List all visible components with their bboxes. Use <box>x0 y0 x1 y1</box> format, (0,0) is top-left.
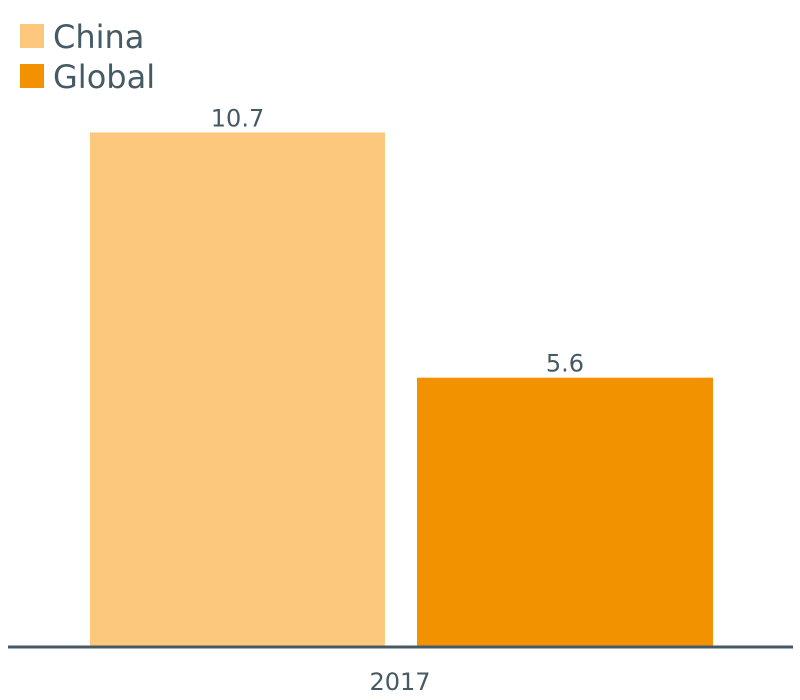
legend-label-global: Global <box>53 58 155 96</box>
value-label-china: 10.7 <box>211 104 264 132</box>
bar-global-2017 <box>417 377 713 647</box>
legend-swatch-global <box>20 64 44 88</box>
value-label-global: 5.6 <box>546 350 584 378</box>
legend-swatch-china <box>20 24 44 48</box>
x-tick-label-2017: 2017 <box>369 668 430 696</box>
bar-china-2017 <box>90 132 385 648</box>
legend: China Global <box>20 18 155 96</box>
bars-group <box>90 132 713 648</box>
legend-label-china: China <box>53 18 144 56</box>
value-labels-group: 10.7 5.6 <box>211 104 584 377</box>
